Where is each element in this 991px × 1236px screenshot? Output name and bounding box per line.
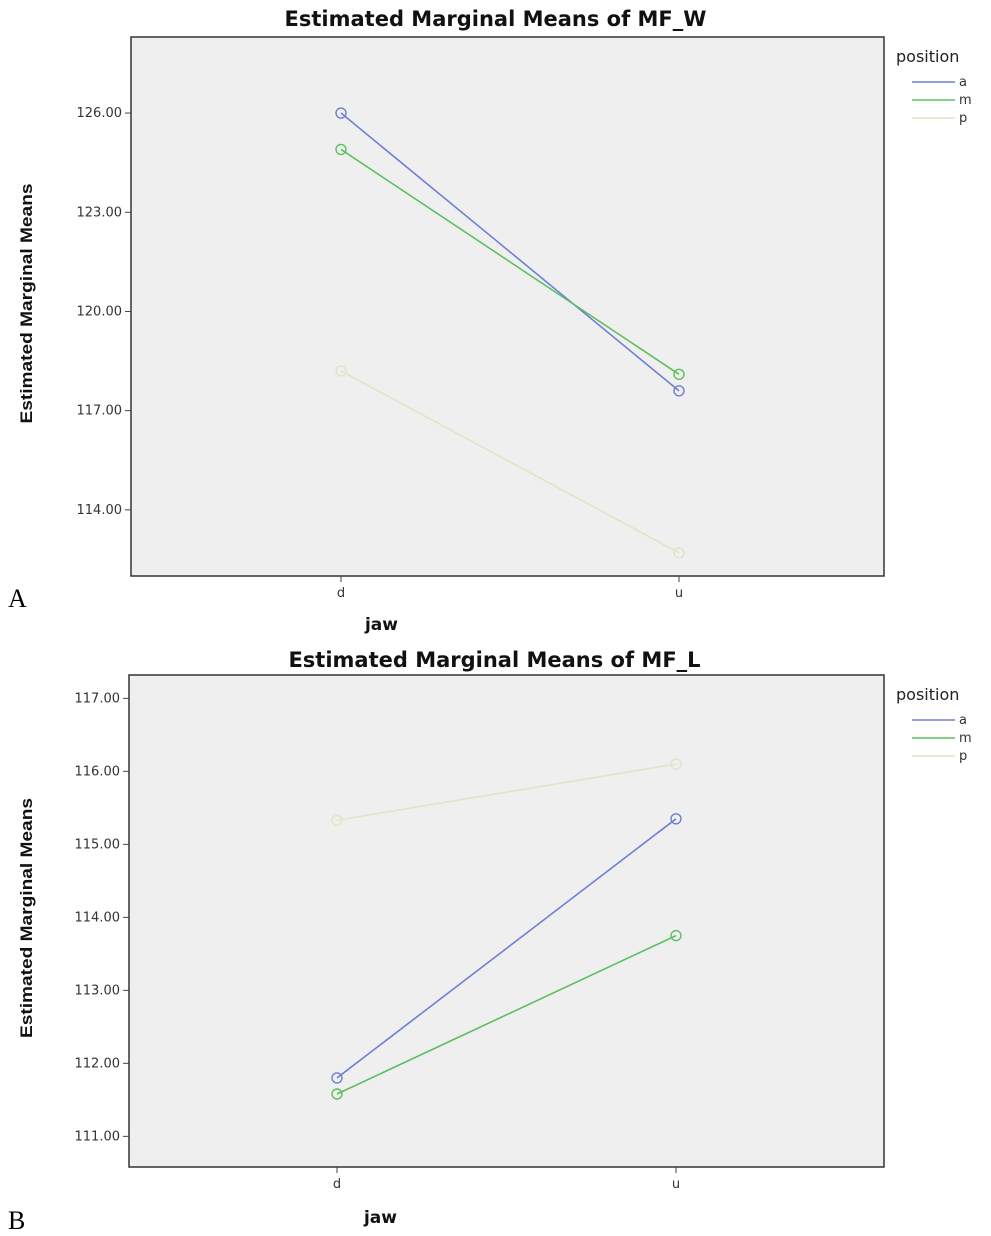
y-tick-label: 113.00 bbox=[75, 983, 121, 998]
series-m bbox=[331, 929, 682, 1100]
chart-title: Estimated Marginal Means of MF_L bbox=[288, 648, 700, 672]
x-axis-title: jaw bbox=[364, 615, 398, 635]
data-point-p bbox=[335, 365, 347, 377]
legend-title: position bbox=[896, 47, 959, 66]
x-tick-label: d bbox=[337, 586, 345, 601]
y-tick-label: 120.00 bbox=[77, 304, 123, 319]
series-line-p bbox=[336, 763, 677, 822]
chart-title: Estimated Marginal Means of MF_W bbox=[285, 7, 707, 31]
data-point-a bbox=[670, 813, 682, 825]
chart-panel-b: Estimated Marginal Means of MF_L 111.00 11… bbox=[8, 648, 972, 1235]
y-axis-title: Estimated Marginal Means bbox=[17, 184, 36, 424]
y-tick-label: 116.00 bbox=[75, 764, 121, 779]
panel-label: B bbox=[8, 1206, 25, 1235]
legend-label-a: a bbox=[959, 713, 967, 728]
legend-title: position bbox=[896, 685, 959, 704]
chart-panel-a: Estimated Marginal Means of MF_W 114.00 11… bbox=[8, 7, 972, 635]
series-p bbox=[335, 365, 685, 559]
data-point-m bbox=[335, 143, 347, 156]
data-point-p bbox=[673, 547, 685, 559]
x-tick-label: u bbox=[672, 1177, 680, 1192]
data-point-m bbox=[331, 1088, 343, 1100]
legend-label-m: m bbox=[959, 93, 972, 108]
data-point-m bbox=[673, 368, 685, 380]
y-tick-label: 123.00 bbox=[77, 205, 123, 220]
series-line-a bbox=[336, 818, 677, 1079]
y-tick-label: 115.00 bbox=[75, 837, 121, 852]
x-axis-title: jaw bbox=[363, 1208, 397, 1228]
data-point-a bbox=[331, 1072, 343, 1084]
y-tick-label: 114.00 bbox=[75, 910, 121, 925]
series-line-m bbox=[336, 934, 677, 1095]
plot-area bbox=[130, 36, 885, 577]
y-tick-label: 126.00 bbox=[77, 106, 123, 121]
data-point-a bbox=[335, 107, 347, 119]
plot-area bbox=[128, 674, 885, 1168]
data-point-p bbox=[670, 758, 682, 770]
y-tick-label: 112.00 bbox=[75, 1056, 121, 1071]
y-tick-label: 114.00 bbox=[77, 503, 123, 518]
series-m bbox=[335, 143, 685, 380]
series-line-p bbox=[340, 370, 680, 554]
series-line-m bbox=[340, 148, 680, 375]
y-axis-title: Estimated Marginal Means bbox=[17, 798, 36, 1038]
legend-label-p: p bbox=[959, 749, 967, 764]
legend-label-p: p bbox=[959, 111, 967, 126]
series-a bbox=[331, 813, 682, 1084]
panel-label: A bbox=[8, 584, 27, 613]
y-tick-label: 117.00 bbox=[77, 404, 123, 419]
y-tick-label: 111.00 bbox=[75, 1129, 121, 1144]
series-p bbox=[331, 758, 682, 826]
legend-label-a: a bbox=[959, 75, 967, 90]
y-tick-label: 117.00 bbox=[75, 691, 121, 706]
legend-label-m: m bbox=[959, 731, 972, 746]
series-a bbox=[335, 107, 685, 397]
data-point-p bbox=[331, 814, 343, 826]
x-tick-label: u bbox=[675, 586, 683, 601]
data-point-a bbox=[673, 385, 685, 397]
series-line-a bbox=[340, 112, 680, 392]
x-tick-label: d bbox=[333, 1177, 341, 1192]
data-point-m bbox=[670, 929, 682, 942]
